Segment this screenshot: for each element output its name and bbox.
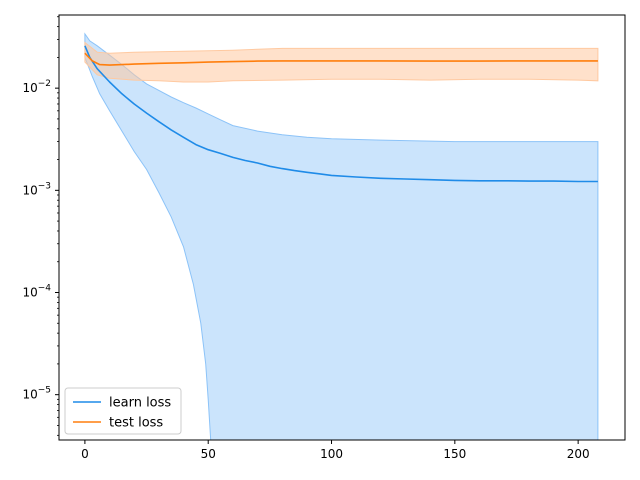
x-axis: 0 50 100 150 200	[81, 440, 590, 461]
x-tick-label: 150	[443, 447, 466, 461]
y-tick-label: 10−2	[22, 79, 51, 95]
series-lines	[84, 45, 598, 183]
line-learn-loss	[84, 45, 598, 183]
y-tick-label: 10−4	[22, 283, 51, 299]
line-test-loss	[84, 52, 598, 66]
band-learn-loss	[84, 32, 599, 440]
band-test-loss	[84, 41, 599, 83]
plot-frame	[58, 14, 626, 441]
confidence-bands	[84, 32, 599, 440]
x-tick-label: 200	[567, 447, 590, 461]
y-tick-label: 10−3	[22, 181, 51, 197]
x-tick-label: 50	[201, 447, 216, 461]
y-tick-label: 10−5	[22, 386, 51, 402]
x-tick-label: 0	[81, 447, 89, 461]
y-axis: 10−5 10−4 10−3 10−2	[22, 16, 59, 436]
legend: learn loss test loss	[64, 387, 182, 435]
legend-label: learn loss	[109, 396, 171, 411]
x-tick-label: 100	[320, 447, 343, 461]
legend-label: test loss	[109, 416, 163, 431]
